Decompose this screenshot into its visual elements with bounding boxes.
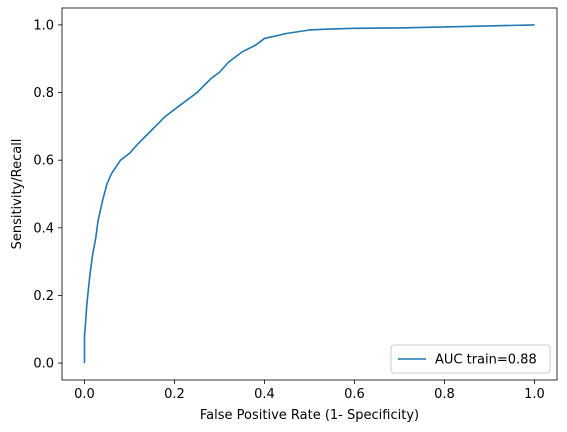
y-tick-label: 0.8 <box>33 86 54 101</box>
y-tick-label: 1.0 <box>33 18 54 33</box>
y-axis-label: Sensitivity/Recall <box>10 139 25 250</box>
y-tick-label: 0.0 <box>33 357 54 372</box>
y-tick-label: 0.4 <box>33 221 54 236</box>
x-tick-label: 0.4 <box>254 387 275 402</box>
plot-frame <box>61 7 558 381</box>
x-tick-label: 1.0 <box>524 387 545 402</box>
legend-entry-label: AUC train=0.88 <box>435 353 537 368</box>
x-tick-label: 0.2 <box>164 387 185 402</box>
y-tick-label: 0.6 <box>33 154 54 169</box>
x-tick-label: 0.6 <box>344 387 365 402</box>
x-tick-label: 0.8 <box>434 387 455 402</box>
y-tick-label: 0.2 <box>33 289 54 304</box>
x-axis-label: False Positive Rate (1- Specificity) <box>200 408 419 423</box>
series-line-0 <box>83 24 535 364</box>
legend-box <box>390 344 551 374</box>
x-tick-label: 0.0 <box>74 387 95 402</box>
legend: AUC train=0.88 <box>390 344 551 374</box>
